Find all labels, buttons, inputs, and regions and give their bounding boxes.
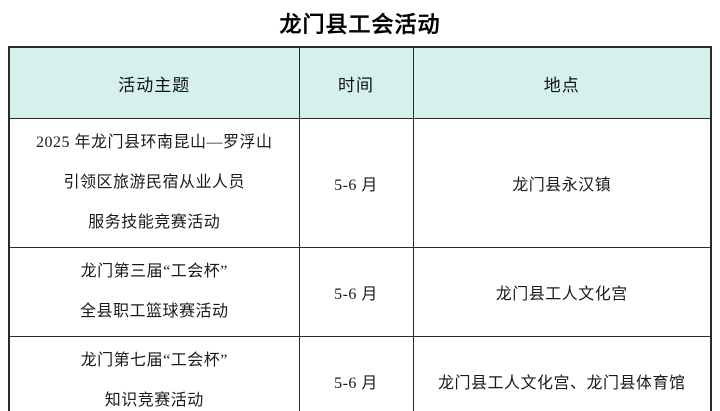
table-header: 活动主题 时间 地点 [8, 46, 712, 119]
location-cell: 龙门县永汉镇 [412, 118, 712, 248]
theme-line: 龙门第三届“工会杯” [80, 263, 228, 280]
col-header-theme: 活动主题 [8, 46, 300, 119]
theme-line: 全县职工篮球赛活动 [79, 303, 229, 320]
activities-table: 活动主题 时间 地点 2025 年龙门县环南昆山—罗浮山 引领区旅游民宿从业人员服… [8, 46, 712, 411]
theme-line: 知识竞赛活动 [104, 392, 204, 409]
theme-cell: 龙门第七届“工会杯” 知识竞赛活动 [8, 336, 300, 411]
page-title: 龙门县工会活动 [279, 12, 441, 37]
theme-cell: 龙门第三届“工会杯” 全县职工篮球赛活动 [8, 247, 300, 337]
time-cell: 5-6 月 [298, 118, 414, 248]
col-header-time: 时间 [298, 46, 414, 119]
theme-line: 2025 年龙门县环南昆山—罗浮山 [35, 134, 273, 151]
time-cell: 5-6 月 [298, 247, 414, 337]
time-cell: 5-6 月 [298, 336, 414, 411]
theme-cell: 2025 年龙门县环南昆山—罗浮山 引领区旅游民宿从业人员 服务技能竞赛活动 [8, 118, 300, 248]
table-body: 2025 年龙门县环南昆山—罗浮山 引领区旅游民宿从业人员 服务技能竞赛活动 5-6 … [8, 118, 712, 411]
theme-line: 引领区旅游民宿从业人员 [63, 174, 245, 191]
location-cell: 龙门县工人文化宫 [412, 247, 712, 337]
table-row: 龙门第七届“工会杯” 知识竞赛活动 5-6 月龙门县工人文化宫、龙门县体育馆 [8, 336, 712, 411]
location-cell: 龙门县工人文化宫、龙门县体育馆 [412, 336, 712, 411]
theme-line: 服务技能竞赛活动 [88, 214, 221, 231]
col-header-location: 地点 [412, 46, 712, 119]
table-row: 龙门第三届“工会杯” 全县职工篮球赛活动 5-6 月龙门县工人文化宫 [8, 247, 712, 337]
header-row: 活动主题 时间 地点 [8, 46, 712, 119]
theme-line: 龙门第七届“工会杯” [80, 352, 228, 369]
table-row: 2025 年龙门县环南昆山—罗浮山 引领区旅游民宿从业人员 服务技能竞赛活动 5-6 … [8, 118, 712, 248]
